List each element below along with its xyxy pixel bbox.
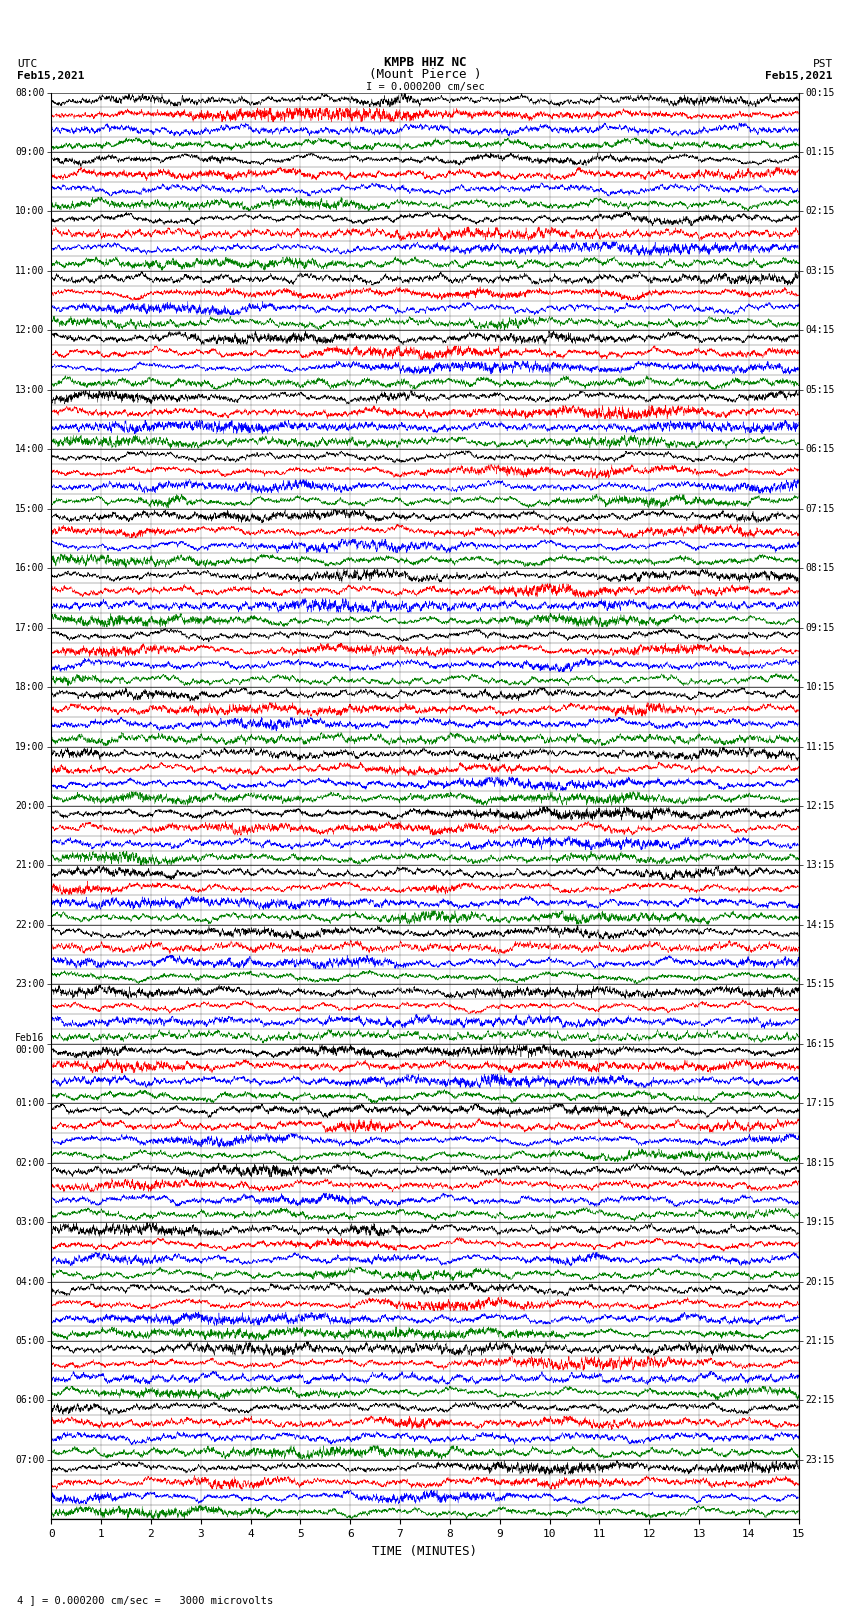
X-axis label: TIME (MINUTES): TIME (MINUTES) — [372, 1545, 478, 1558]
Text: KMPB HHZ NC: KMPB HHZ NC — [383, 56, 467, 69]
Text: 4 ] = 0.000200 cm/sec =   3000 microvolts: 4 ] = 0.000200 cm/sec = 3000 microvolts — [17, 1595, 273, 1605]
Text: (Mount Pierce ): (Mount Pierce ) — [369, 68, 481, 81]
Text: Feb15,2021: Feb15,2021 — [17, 71, 84, 81]
Text: UTC: UTC — [17, 60, 37, 69]
Text: PST: PST — [813, 60, 833, 69]
Text: I = 0.000200 cm/sec: I = 0.000200 cm/sec — [366, 82, 484, 92]
Text: Feb15,2021: Feb15,2021 — [766, 71, 833, 81]
